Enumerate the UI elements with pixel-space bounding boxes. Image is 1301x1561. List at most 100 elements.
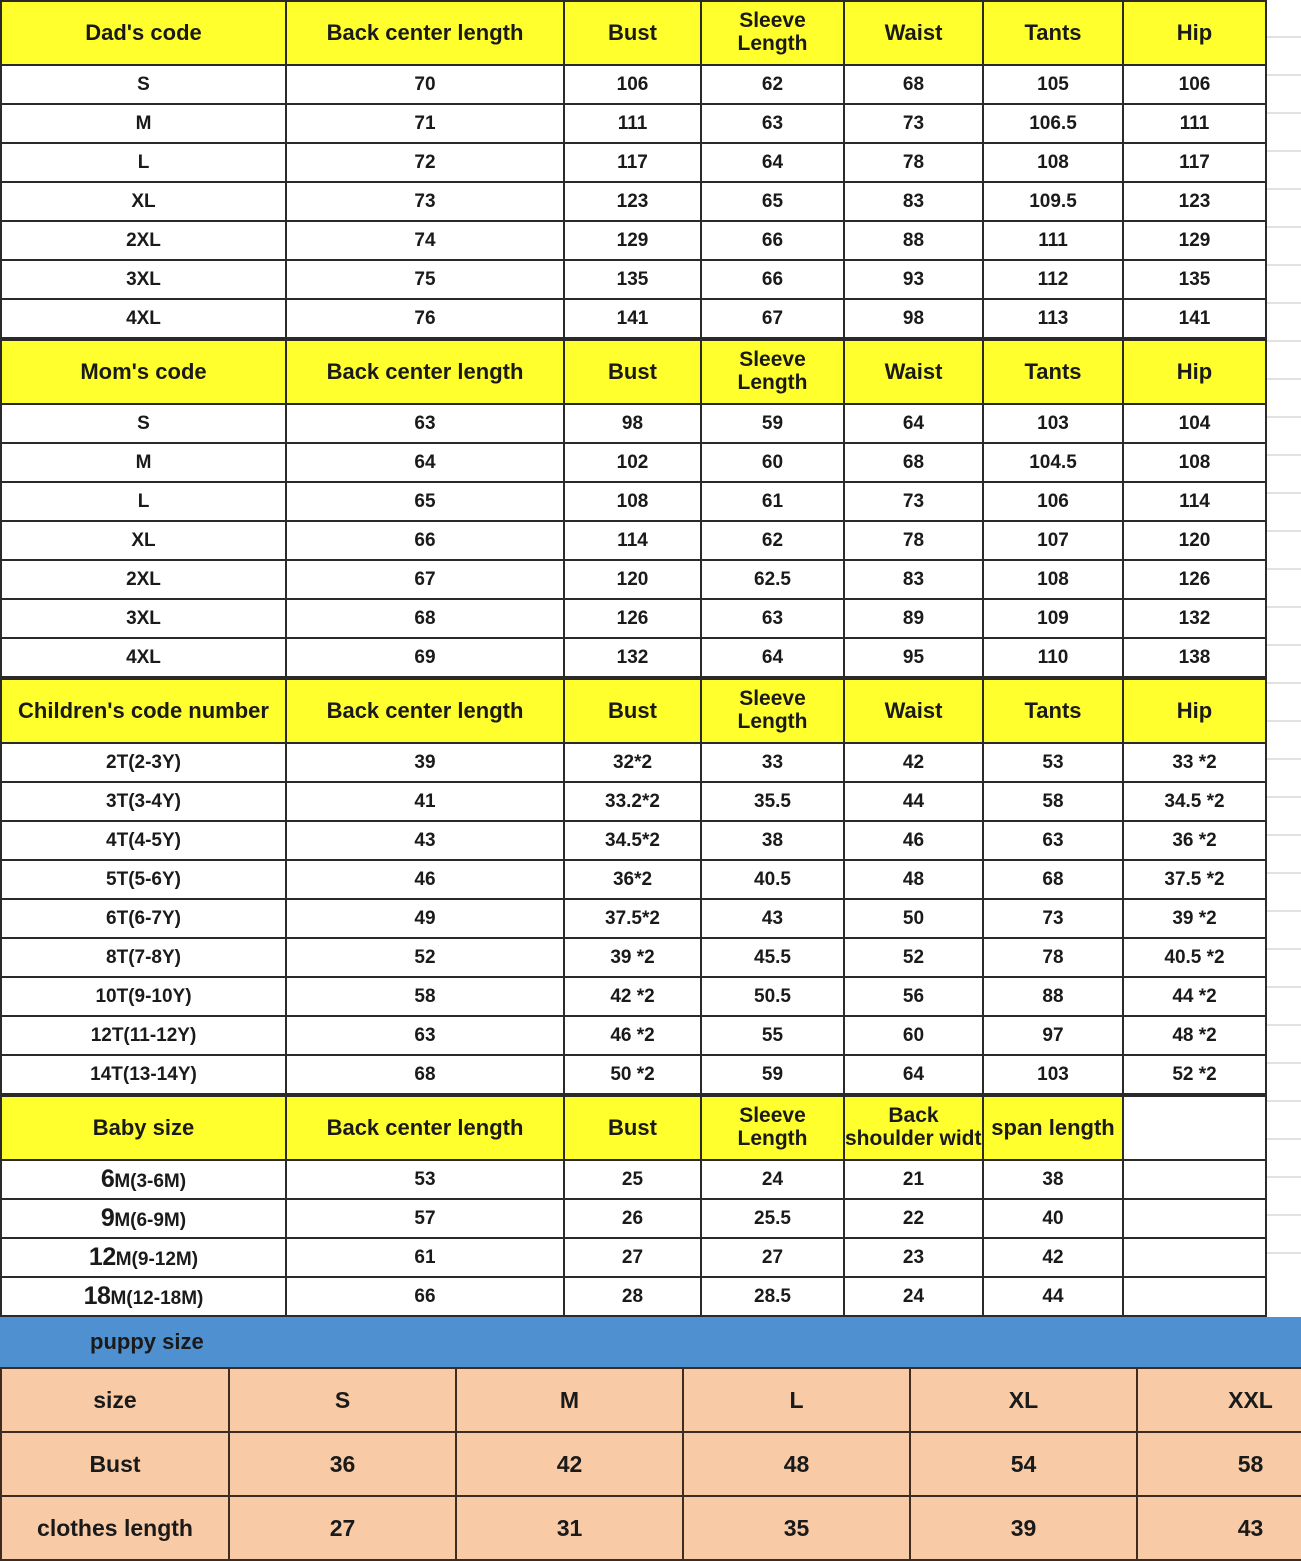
table-row: 5T(5-6Y) 46 36*2 40.5 48 68 37.5 *2 (0, 859, 1267, 900)
table-cell: 65 (285, 481, 565, 522)
table-cell: 64 (843, 403, 984, 444)
table-cell: 106 (982, 481, 1124, 522)
baby-label-lead: 9 (100, 1204, 115, 1232)
table-cell: 66 (285, 1276, 565, 1317)
table-row: L 65 108 61 73 106 114 (0, 481, 1267, 522)
table-cell: 37.5 *2 (1122, 859, 1267, 900)
table-cell: 34.5*2 (563, 820, 702, 861)
table-row: 3XL 75 135 66 93 112 135 (0, 259, 1267, 300)
table-cell: 53 (982, 742, 1124, 783)
table-cell: 107 (982, 520, 1124, 561)
table-cell: 103 (982, 403, 1124, 444)
column-header: Back center length (285, 0, 565, 66)
table-row: 4XL 69 132 64 95 110 138 (0, 637, 1267, 678)
table-cell: 40 (982, 1198, 1124, 1239)
puppy-table-cell: 58 (1136, 1431, 1301, 1497)
table-cell: 53 (285, 1159, 565, 1200)
table-cell: 44 (843, 781, 984, 822)
row-size-label: S (0, 64, 287, 105)
puppy-table-cell: XL (909, 1367, 1138, 1433)
table-row: 9M(6-9M) 57 26 25.5 22 40 (0, 1198, 1267, 1239)
table-cell: 132 (563, 637, 702, 678)
table-cell: 98 (563, 403, 702, 444)
table-cell: 108 (982, 559, 1124, 600)
table-cell: 60 (700, 442, 845, 483)
table-cell: 50.5 (700, 976, 845, 1017)
column-header: Bust (563, 339, 702, 405)
row-size-label: 6T(6-7Y) (0, 898, 287, 939)
row-size-label: S (0, 403, 287, 444)
table-cell: 59 (700, 403, 845, 444)
table-cell: 59 (700, 1054, 845, 1095)
row-size-label: 4T(4-5Y) (0, 820, 287, 861)
table-cell: 106.5 (982, 103, 1124, 144)
puppy-table-row: size S M L XL XXL (0, 1367, 1301, 1433)
column-header: Back center length (285, 339, 565, 405)
table-row: 3T(3-4Y) 41 33.2*2 35.5 44 58 34.5 *2 (0, 781, 1267, 822)
table-cell: 69 (285, 637, 565, 678)
puppy-size-banner-label: puppy size (90, 1329, 204, 1354)
table-row: S 70 106 62 68 105 106 (0, 64, 1267, 105)
table-cell: 89 (843, 598, 984, 639)
table-cell: 97 (982, 1015, 1124, 1056)
table-cell: 25 (563, 1159, 702, 1200)
table-cell: 106 (563, 64, 702, 105)
table-header-row: Baby size Back center length Bust Sleeve Len… (0, 1095, 1267, 1161)
table-cell: 43 (700, 898, 845, 939)
table-cell: 126 (1122, 559, 1267, 600)
column-header: Bust (563, 678, 702, 744)
row-size-label: 12T(11-12Y) (0, 1015, 287, 1056)
column-header: Baby size (0, 1095, 287, 1161)
puppy-table-cell: 35 (682, 1495, 911, 1561)
row-size-label: 14T(13-14Y) (0, 1054, 287, 1095)
table-cell: 24 (843, 1276, 984, 1317)
puppy-table-cell: S (228, 1367, 457, 1433)
table-cell: 39 *2 (563, 937, 702, 978)
puppy-table-cell: 42 (455, 1431, 684, 1497)
table-cell: 57 (285, 1198, 565, 1239)
table-row: 14T(13-14Y) 68 50 *2 59 64 103 52 *2 (0, 1054, 1267, 1095)
table-cell: 129 (1122, 220, 1267, 261)
baby-label-lead: 6 (100, 1165, 115, 1193)
column-header: Back center length (285, 678, 565, 744)
row-size-label: L (0, 481, 287, 522)
table-cell: 64 (700, 637, 845, 678)
table-row: S 63 98 59 64 103 104 (0, 403, 1267, 444)
table-header-row: Children's code number Back center length… (0, 678, 1267, 744)
table-row: L 72 117 64 78 108 117 (0, 142, 1267, 183)
table-cell: 42 (982, 1237, 1124, 1278)
table-cell: 117 (563, 142, 702, 183)
table-cell: 44 *2 (1122, 976, 1267, 1017)
table-cell: 44 (982, 1276, 1124, 1317)
row-size-label: 5T(5-6Y) (0, 859, 287, 900)
table-cell: 27 (563, 1237, 702, 1278)
table-cell: 33.2*2 (563, 781, 702, 822)
table-cell: 58 (285, 976, 565, 1017)
row-size-label: 10T(9-10Y) (0, 976, 287, 1017)
column-header: Waist (843, 0, 984, 66)
table-cell: 120 (563, 559, 702, 600)
row-size-label: 2XL (0, 559, 287, 600)
table-cell: 21 (843, 1159, 984, 1200)
puppy-table-cell: 43 (1136, 1495, 1301, 1561)
puppy-size-grid: size S M L XL XXL Bust 36 42 48 54 58 clothes length… (0, 1367, 1301, 1561)
row-size-label: 4XL (0, 298, 287, 339)
table-cell: 64 (285, 442, 565, 483)
row-size-label: L (0, 142, 287, 183)
table-cell: 28 (563, 1276, 702, 1317)
puppy-size-table: size S M L XL XXL Bust 36 42 48 54 58 clothes length… (0, 1367, 1301, 1561)
puppy-table-cell: XXL (1136, 1367, 1301, 1433)
table-cell: 108 (1122, 442, 1267, 483)
table-row: M 64 102 60 68 104.5 108 (0, 442, 1267, 483)
table-cell: 103 (982, 1054, 1124, 1095)
row-size-label: 18M(12-18M) (0, 1276, 287, 1317)
table-cell: 104.5 (982, 442, 1124, 483)
empty-cell (1122, 1276, 1267, 1317)
table-cell: 105 (982, 64, 1124, 105)
row-size-label: 2T(2-3Y) (0, 742, 287, 783)
table-cell: 74 (285, 220, 565, 261)
size-table-moms: Mom's code Back center length Bust Sleeve Le… (0, 339, 1267, 678)
table-cell: 46 (843, 820, 984, 861)
table-cell: 73 (285, 181, 565, 222)
column-header: Back center length (285, 1095, 565, 1161)
